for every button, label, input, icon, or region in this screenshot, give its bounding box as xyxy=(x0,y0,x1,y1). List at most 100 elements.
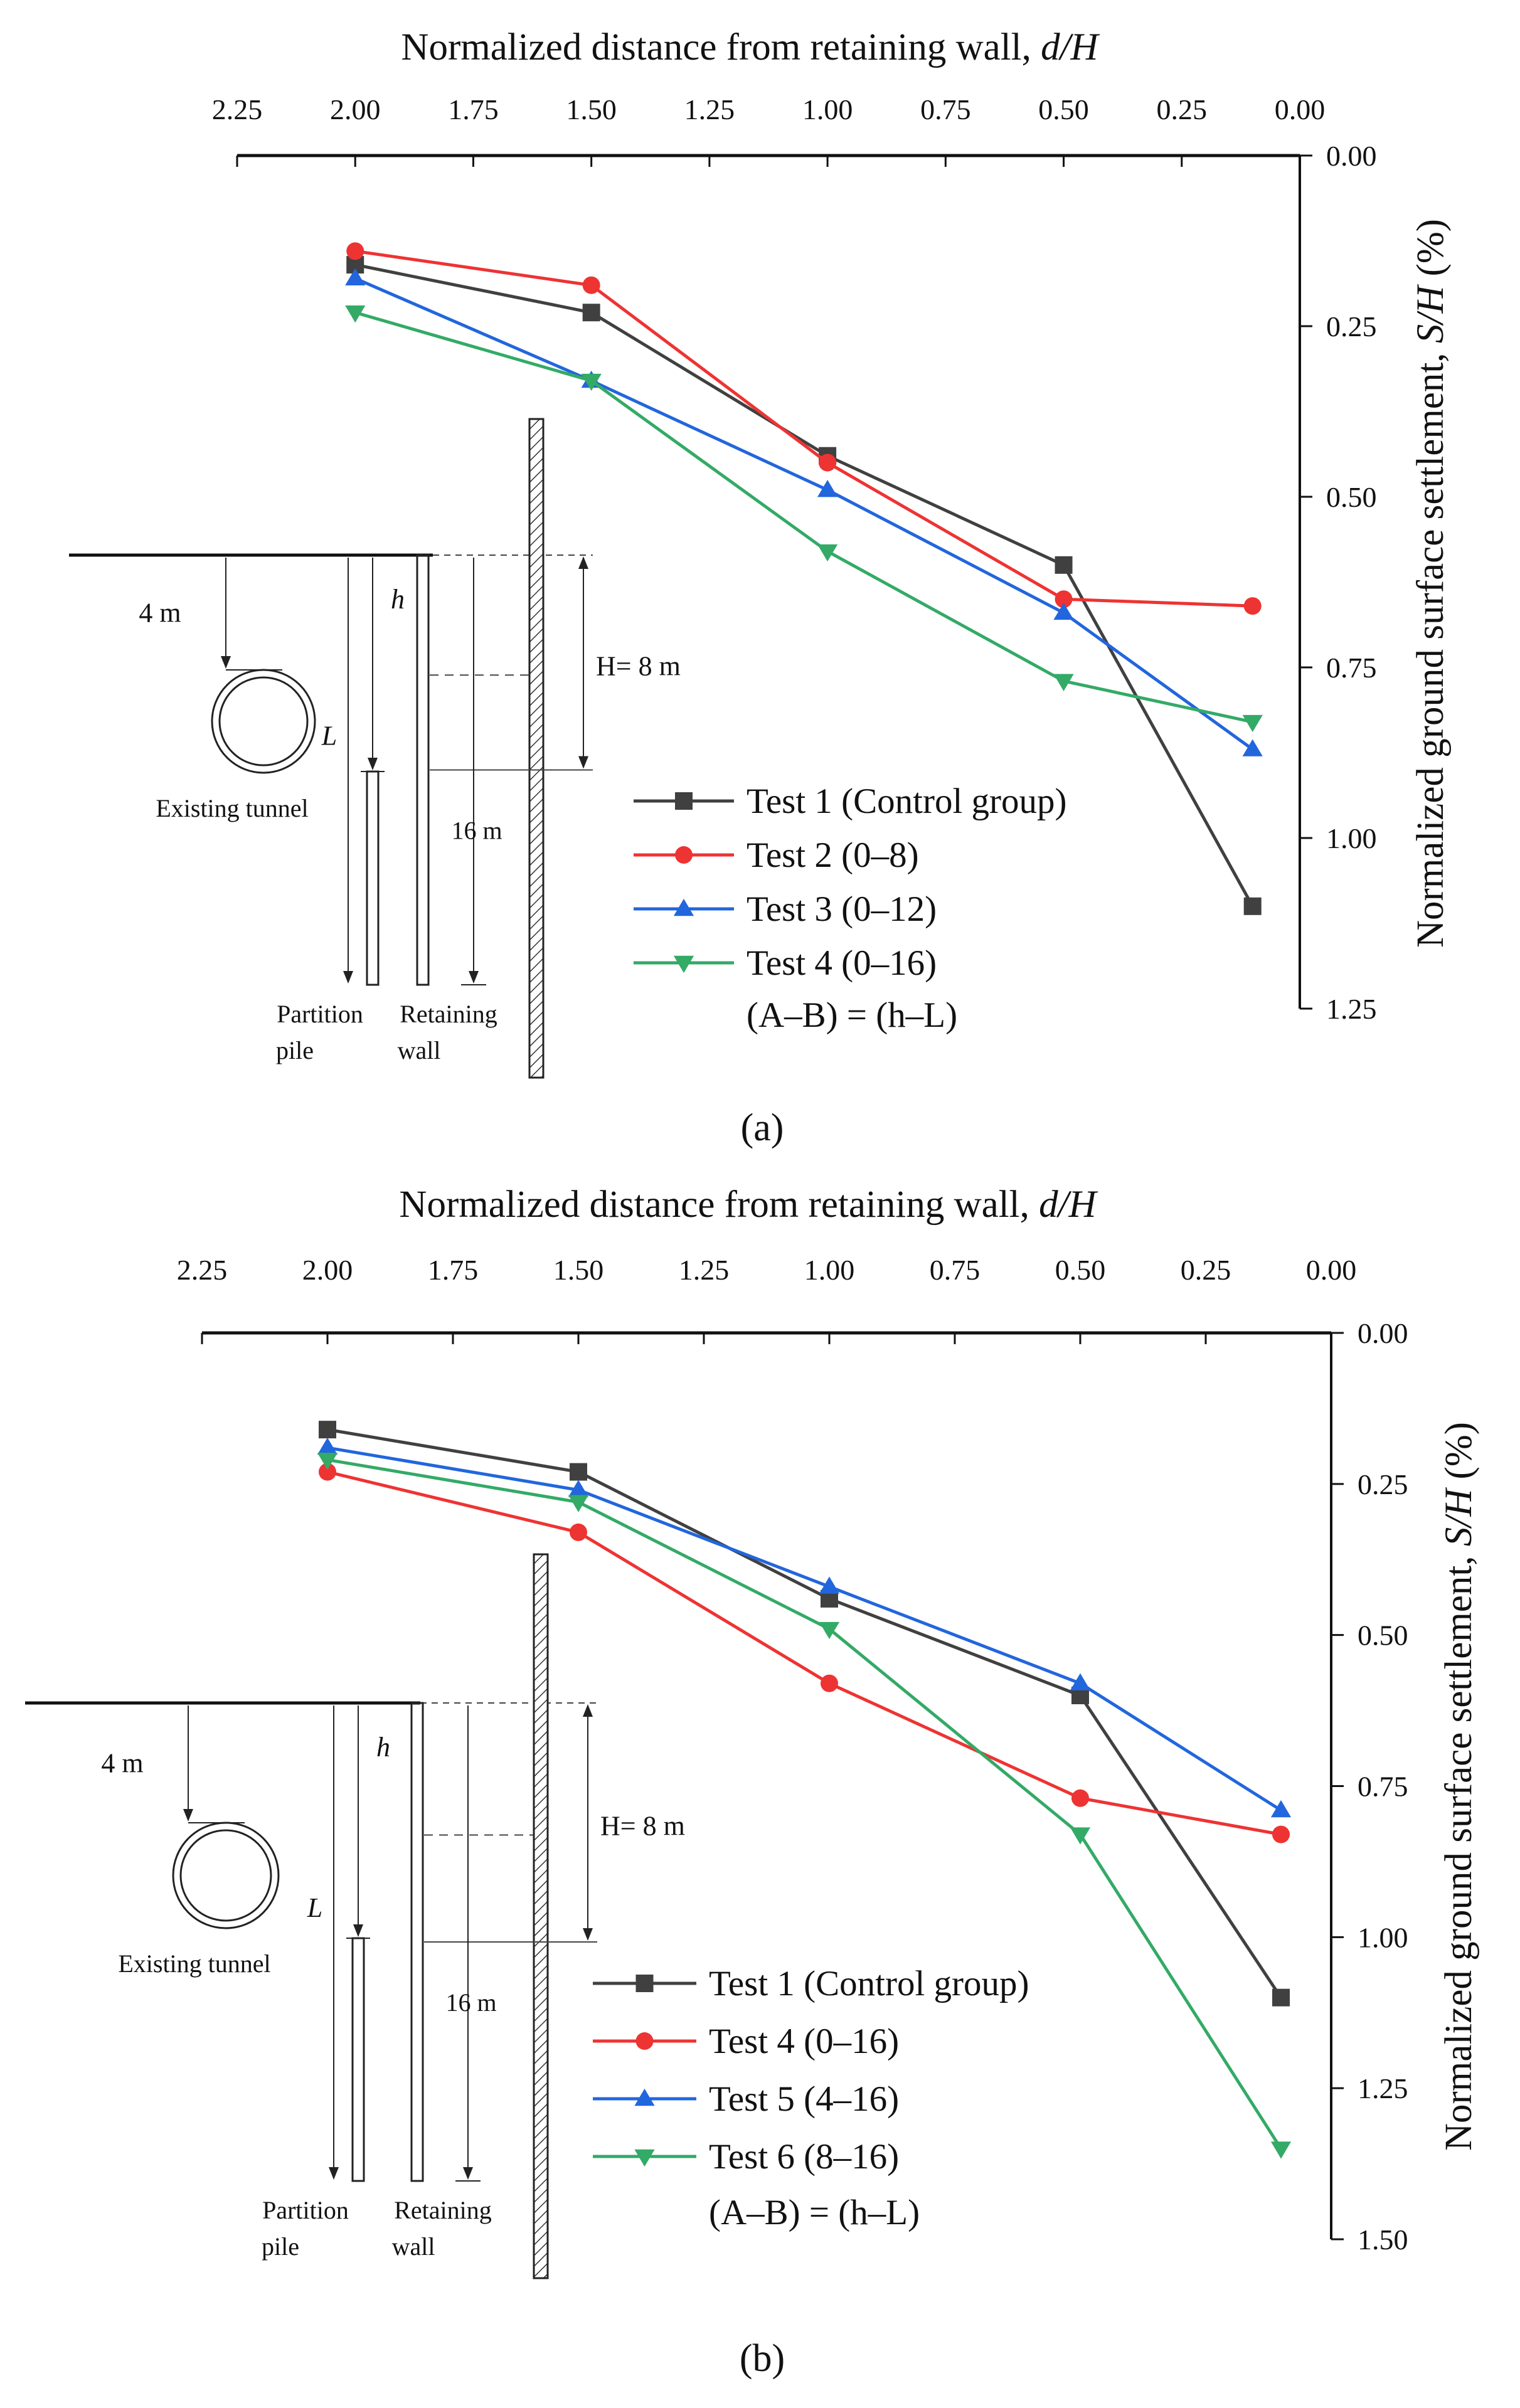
series-line xyxy=(354,249,1253,608)
x-tick-label: 0.00 xyxy=(1306,1254,1357,1286)
depth-4m-label: 4 m xyxy=(101,1748,143,1779)
depth-16m-label: 16 m xyxy=(451,817,502,845)
data-point xyxy=(1272,1825,1290,1843)
series-4 xyxy=(345,305,1263,733)
y-axis-title: Normalized ground surface settlement, S/… xyxy=(1410,219,1452,948)
data-point xyxy=(1053,602,1074,620)
legend-note: (A–B) = (h–L) xyxy=(709,2193,920,2232)
series-3 xyxy=(345,268,1263,756)
data-point xyxy=(345,268,366,286)
y-tick-label: 1.00 xyxy=(1358,1921,1408,1953)
data-point xyxy=(821,1674,838,1692)
x-tick-label: 2.25 xyxy=(177,1254,228,1286)
H-arrow-top xyxy=(578,556,588,569)
legend: Test 1 (Control group) Test 2 (0–8) Test 3… xyxy=(634,782,1067,1035)
H-arrow-top xyxy=(583,1704,593,1717)
tunnel-outer xyxy=(172,1822,280,1929)
data-point xyxy=(1272,1988,1290,2007)
legend-label: Test 3 (0–12) xyxy=(747,889,937,929)
y-tick-label: 0.75 xyxy=(1326,652,1377,684)
x-tick-label: 1.50 xyxy=(553,1254,604,1286)
x-tick-label: 0.25 xyxy=(1181,1254,1231,1286)
legend-marker xyxy=(675,792,693,810)
y-axis-title: Normalized ground surface settlement, S/… xyxy=(1438,1422,1480,2151)
y-axis-title-unit: (%) xyxy=(1410,219,1452,286)
x-tick-label: 1.25 xyxy=(679,1254,730,1286)
x-tick-label: 0.75 xyxy=(930,1254,981,1286)
data-point xyxy=(1242,739,1263,756)
data-point xyxy=(317,1437,338,1455)
legend-marker xyxy=(634,2149,655,2167)
y-tick-label: 0.00 xyxy=(1358,1317,1408,1349)
legend-marker xyxy=(673,955,694,973)
data-point xyxy=(817,544,838,562)
series-2 xyxy=(319,1463,1290,1843)
x-axis-title: Normalized distance from retaining wall,… xyxy=(401,26,1100,68)
tunnel-inner xyxy=(218,676,309,766)
y-axis-title-text: Normalized ground surface settlement, xyxy=(1410,343,1452,948)
tunnel-inner xyxy=(179,1829,272,1922)
series-2 xyxy=(346,242,1262,615)
L-arrow-bottom xyxy=(343,971,353,984)
data-point xyxy=(1242,714,1263,733)
h-arrow-bottom xyxy=(368,758,378,770)
x-axis-title-text: Normalized distance from retaining wall, xyxy=(401,26,1041,68)
depth-16m-label: 16 m xyxy=(445,1988,496,2017)
data-point xyxy=(1071,1789,1089,1807)
data-point xyxy=(1070,1827,1091,1845)
y-axis-title-text: Normalized ground surface settlement, xyxy=(1438,1546,1480,2151)
retaining-wall-label-2: wall xyxy=(398,1036,441,1064)
legend: Test 1 (Control group) Test 4 (0–16) Test … xyxy=(593,1964,1029,2232)
data-point xyxy=(819,453,837,472)
data-point xyxy=(1243,897,1262,915)
x-tick-label: 0.25 xyxy=(1157,93,1208,125)
y-tick-label: 0.50 xyxy=(1358,1620,1408,1652)
series-line xyxy=(354,277,1254,751)
H-label: H= 8 m xyxy=(600,1811,685,1842)
retaining-wall-label-1: Retaining xyxy=(394,2196,492,2224)
y-tick-label: 0.50 xyxy=(1326,481,1377,513)
x-tick-label: 1.00 xyxy=(804,1254,855,1286)
L-label: L xyxy=(321,721,337,751)
data-point xyxy=(582,304,600,322)
data-point xyxy=(1243,597,1262,615)
data-point xyxy=(570,1523,587,1541)
data-point xyxy=(568,1480,589,1497)
series-line xyxy=(327,1428,1283,1999)
series-3 xyxy=(317,1437,1292,1818)
tunnel-label: Existing tunnel xyxy=(156,794,308,822)
x-tick-label: 1.75 xyxy=(448,93,499,125)
data-point xyxy=(1055,590,1073,608)
data-point xyxy=(319,1463,336,1481)
H-arrow-bottom xyxy=(578,756,588,769)
inset-schematic: H= 8 m 4 m Existing tunnel Lh 16 m Partition p… xyxy=(69,418,681,1079)
legend-label: Test 1 (Control group) xyxy=(747,782,1067,821)
legend-label: Test 2 (0–8) xyxy=(747,835,919,875)
x-tick-label: 2.00 xyxy=(302,1254,353,1286)
data-point xyxy=(346,242,364,260)
data-point xyxy=(582,276,600,294)
legend-marker xyxy=(673,898,694,916)
h-label: h xyxy=(376,1732,390,1763)
depth-16m-arrow xyxy=(463,2167,473,2180)
legend-marker xyxy=(635,1975,654,1992)
tunnel-outer xyxy=(211,669,316,774)
legend-label: Test 1 (Control group) xyxy=(709,1964,1029,2003)
legend-note: (A–B) = (h–L) xyxy=(747,995,957,1035)
legend-label: Test 4 (0–16) xyxy=(709,2022,899,2061)
partition-pile-label-1: Partition xyxy=(277,1000,363,1028)
legend-label: Test 4 (0–16) xyxy=(747,943,937,983)
x-axis-title-text: Normalized distance from retaining wall, xyxy=(399,1184,1039,1226)
depth-4m-arrow xyxy=(221,656,231,669)
y-tick-label: 1.00 xyxy=(1326,822,1377,854)
series-1 xyxy=(319,1421,1290,2007)
data-point xyxy=(568,1495,589,1512)
x-axis-title: Normalized distance from retaining wall,… xyxy=(399,1184,1098,1226)
panel-caption: (a) xyxy=(741,1106,784,1149)
H-label: H= 8 m xyxy=(596,650,681,681)
data-point xyxy=(817,480,838,497)
data-point xyxy=(319,1421,336,1439)
data-point xyxy=(1070,1673,1091,1690)
x-tick-label: 2.00 xyxy=(330,93,381,125)
